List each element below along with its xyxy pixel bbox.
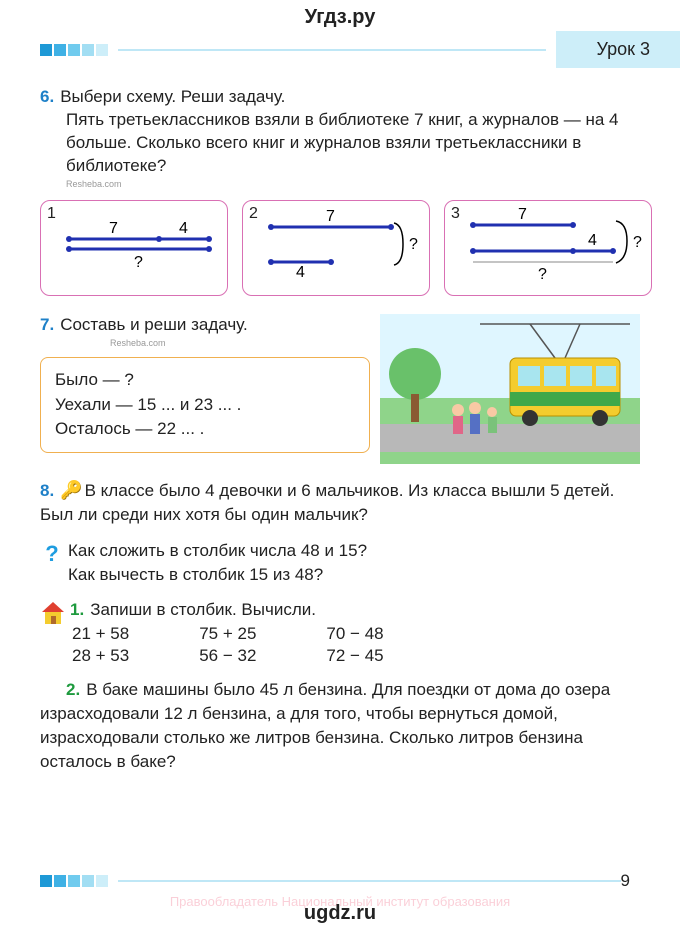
schemes-row: 1 7 4 ? 2 [40,200,640,296]
sec7-title: Составь и реши задачу. [60,315,248,334]
sec6-number: 6. [40,87,54,106]
key-icon: 🔑 [60,480,82,500]
home2-number: 2. [66,680,80,699]
home1-columns: 21 + 5828 + 53 75 + 2556 − 32 70 − 4872 … [72,624,640,666]
sec8-number: 8. [40,481,54,500]
scheme-1: 1 7 4 ? [40,200,228,296]
svg-text:?: ? [633,234,642,251]
watermark-2: Resheba.com [110,337,370,349]
svg-text:4: 4 [588,232,597,249]
header-ticks [40,44,108,56]
sec8-body: В классе было 4 девочки и 6 мальчиков. И… [40,481,614,524]
svg-text:4: 4 [179,220,188,237]
h1c1a: 21 + 58 [72,624,129,644]
section-6: 6. Выбери схему. Реши задачу. Пять третье… [40,86,640,296]
section-7: 7. Составь и реши задачу. Resheba.com Был… [40,314,640,464]
scheme-2-num: 2 [249,205,258,223]
footer-divider [118,880,621,882]
h1c3a: 70 − 48 [326,624,383,644]
scheme-3: 3 7 4 ? ? [444,200,652,296]
sec7-number: 7. [40,315,54,334]
h1c1b: 28 + 53 [72,646,129,666]
sec7-l1: Было — ? [55,368,355,393]
sec6-body: Пять третьеклассников взяли в библиотеке… [66,109,640,190]
site-header-top: Угдз.ру [0,0,680,31]
home1-number: 1. [70,600,84,619]
h1c3b: 72 − 45 [326,646,383,666]
section-question: ? Как сложить в столбик числа 48 и 15? К… [40,539,640,587]
section-8: 8. 🔑В классе было 4 девочки и 6 мальчиков… [40,478,640,527]
svg-text:7: 7 [109,220,118,237]
h1c2a: 75 + 25 [199,624,256,644]
sec7-l3: Осталось — 22 ... . [55,417,355,442]
q-line2: Как вычесть в столбик 15 из 48? [68,563,367,587]
home2-body: В баке машины было 45 л бензина. Для пое… [40,680,610,770]
scheme-1-num: 1 [47,205,56,223]
svg-text:4: 4 [296,264,305,277]
house-icon [40,600,66,666]
site-footer-bottom: ugdz.ru [0,900,680,929]
sec6-line1: Выбери схему. Реши задачу. [60,87,285,106]
header-divider [118,49,546,51]
lesson-tab: Урок 3 [556,31,680,68]
scheme-2: 2 7 4 ? [242,200,430,296]
question-icon: ? [45,541,58,566]
footer-ticks [40,875,108,887]
svg-text:?: ? [134,254,143,271]
home-section-1: 1. Запиши в столбик. Вычисли. 21 + 5828 +… [40,600,640,666]
home1-title: Запиши в столбик. Вычисли. [90,600,316,619]
svg-text:?: ? [538,266,547,283]
svg-text:7: 7 [326,208,335,225]
sec7-box: Было — ? Уехали — 15 ... и 23 ... . Оста… [40,357,370,453]
page-number: 9 [621,871,630,891]
svg-text:7: 7 [518,207,527,223]
trolleybus-illustration [380,314,640,464]
watermark: Resheba.com [66,178,640,190]
header-row: Урок 3 [0,31,680,68]
h1c2b: 56 − 32 [199,646,256,666]
page-footer: 9 [40,871,640,891]
home-section-2: 2.В баке машины было 45 л бензина. Для п… [40,678,640,773]
q-line1: Как сложить в столбик числа 48 и 15? [68,539,367,563]
scheme-3-num: 3 [451,205,460,223]
svg-text:?: ? [409,236,418,253]
sec7-l2: Уехали — 15 ... и 23 ... . [55,393,355,418]
